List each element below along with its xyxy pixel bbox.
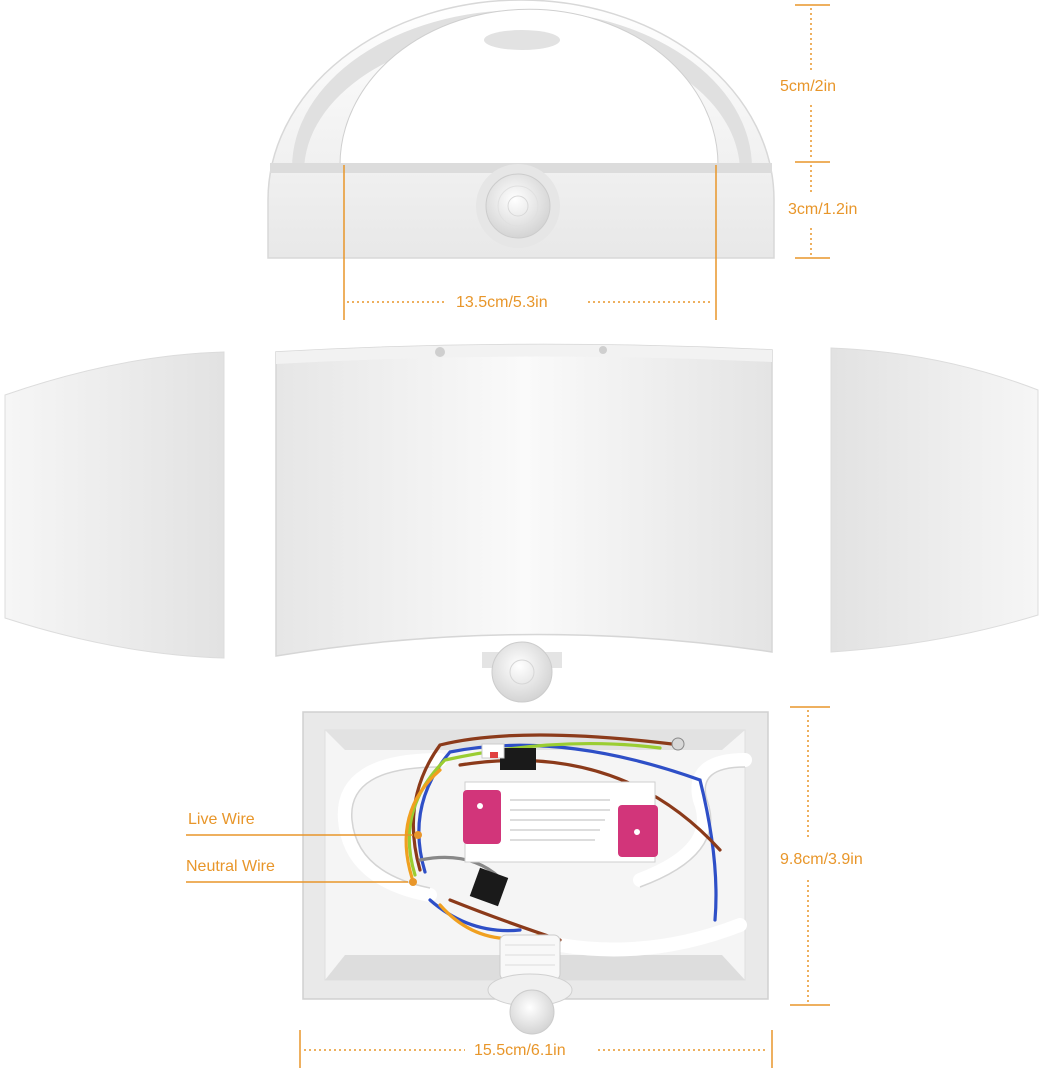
motion-sensor-front (482, 641, 562, 703)
white-cables (337, 753, 752, 957)
motion-sensor-bottom (487, 934, 573, 1035)
box-height-label: 9.8cm/3.9in (776, 851, 867, 869)
bottom-dimension-lines (299, 706, 830, 1068)
box-width-label: 15.5cm/6.1in (470, 1042, 570, 1060)
right-side-cover (830, 347, 1039, 653)
callout-leaders (186, 831, 422, 886)
motion-sensor-top (476, 164, 560, 248)
main-front-fixture (275, 343, 773, 657)
top-depth-label: 3cm/1.2in (784, 201, 862, 219)
neutral-wire-label: Neutral Wire (182, 858, 279, 876)
wire-connectors (469, 737, 685, 907)
left-side-cover (4, 351, 225, 659)
live-wire-label: Live Wire (184, 811, 259, 829)
top-width-label: 13.5cm/5.3in (452, 294, 552, 312)
led-driver (463, 781, 658, 863)
top-height-label: 5cm/2in (776, 78, 841, 96)
top-dimension-lines (343, 4, 830, 320)
